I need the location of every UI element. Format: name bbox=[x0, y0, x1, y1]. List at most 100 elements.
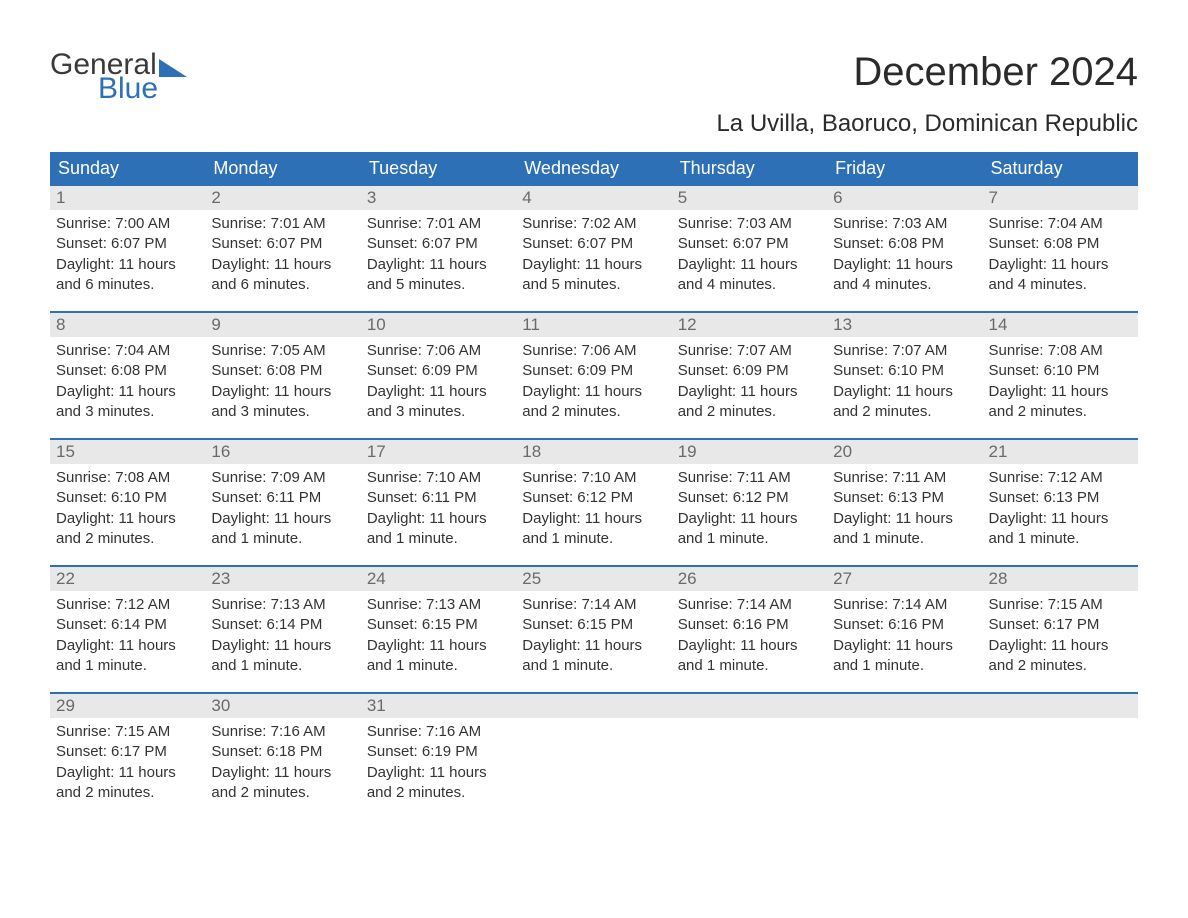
day-number bbox=[983, 694, 1138, 718]
sunset-line: Sunset: 6:14 PM bbox=[211, 615, 354, 635]
day-number bbox=[516, 694, 671, 718]
calendar: SundayMondayTuesdayWednesdayThursdayFrid… bbox=[50, 152, 1138, 805]
day-body: Sunrise: 7:06 AMSunset: 6:09 PMDaylight:… bbox=[516, 337, 671, 424]
day-number: 23 bbox=[205, 567, 360, 591]
sunrise-line: Sunrise: 7:12 AM bbox=[56, 595, 199, 615]
sunset-line: Sunset: 6:10 PM bbox=[833, 361, 976, 381]
sunset-line: Sunset: 6:15 PM bbox=[522, 615, 665, 635]
daylight-line: Daylight: 11 hours and 3 minutes. bbox=[367, 382, 510, 423]
day-number: 25 bbox=[516, 567, 671, 591]
daylight-line: Daylight: 11 hours and 6 minutes. bbox=[211, 255, 354, 296]
daylight-line: Daylight: 11 hours and 2 minutes. bbox=[678, 382, 821, 423]
day-body: Sunrise: 7:00 AMSunset: 6:07 PMDaylight:… bbox=[50, 210, 205, 297]
daylight-line: Daylight: 11 hours and 5 minutes. bbox=[522, 255, 665, 296]
day-body: Sunrise: 7:16 AMSunset: 6:18 PMDaylight:… bbox=[205, 718, 360, 805]
day-body: Sunrise: 7:12 AMSunset: 6:14 PMDaylight:… bbox=[50, 591, 205, 678]
calendar-week: 29Sunrise: 7:15 AMSunset: 6:17 PMDayligh… bbox=[50, 692, 1138, 805]
day-number: 10 bbox=[361, 313, 516, 337]
day-number: 14 bbox=[983, 313, 1138, 337]
weekday-cell: Saturday bbox=[983, 152, 1138, 186]
day-number: 28 bbox=[983, 567, 1138, 591]
day-number: 8 bbox=[50, 313, 205, 337]
day-body: Sunrise: 7:15 AMSunset: 6:17 PMDaylight:… bbox=[50, 718, 205, 805]
daylight-line: Daylight: 11 hours and 1 minute. bbox=[211, 636, 354, 677]
day-number: 22 bbox=[50, 567, 205, 591]
day-body: Sunrise: 7:08 AMSunset: 6:10 PMDaylight:… bbox=[50, 464, 205, 551]
calendar-day: 5Sunrise: 7:03 AMSunset: 6:07 PMDaylight… bbox=[672, 186, 827, 297]
sunrise-line: Sunrise: 7:06 AM bbox=[522, 341, 665, 361]
day-number: 2 bbox=[205, 186, 360, 210]
calendar-day: 15Sunrise: 7:08 AMSunset: 6:10 PMDayligh… bbox=[50, 440, 205, 551]
daylight-line: Daylight: 11 hours and 2 minutes. bbox=[56, 763, 199, 804]
day-number: 24 bbox=[361, 567, 516, 591]
sunset-line: Sunset: 6:07 PM bbox=[678, 234, 821, 254]
calendar-day: 1Sunrise: 7:00 AMSunset: 6:07 PMDaylight… bbox=[50, 186, 205, 297]
daylight-line: Daylight: 11 hours and 2 minutes. bbox=[211, 763, 354, 804]
day-body: Sunrise: 7:09 AMSunset: 6:11 PMDaylight:… bbox=[205, 464, 360, 551]
day-body: Sunrise: 7:13 AMSunset: 6:15 PMDaylight:… bbox=[361, 591, 516, 678]
calendar-week: 1Sunrise: 7:00 AMSunset: 6:07 PMDaylight… bbox=[50, 186, 1138, 297]
sunset-line: Sunset: 6:14 PM bbox=[56, 615, 199, 635]
sunrise-line: Sunrise: 7:14 AM bbox=[833, 595, 976, 615]
weekday-cell: Wednesday bbox=[516, 152, 671, 186]
daylight-line: Daylight: 11 hours and 1 minute. bbox=[211, 509, 354, 550]
calendar-day: 14Sunrise: 7:08 AMSunset: 6:10 PMDayligh… bbox=[983, 313, 1138, 424]
calendar-day: 25Sunrise: 7:14 AMSunset: 6:15 PMDayligh… bbox=[516, 567, 671, 678]
calendar-day: 19Sunrise: 7:11 AMSunset: 6:12 PMDayligh… bbox=[672, 440, 827, 551]
calendar-day: 7Sunrise: 7:04 AMSunset: 6:08 PMDaylight… bbox=[983, 186, 1138, 297]
day-body: Sunrise: 7:01 AMSunset: 6:07 PMDaylight:… bbox=[205, 210, 360, 297]
day-body: Sunrise: 7:07 AMSunset: 6:09 PMDaylight:… bbox=[672, 337, 827, 424]
day-number: 15 bbox=[50, 440, 205, 464]
sunrise-line: Sunrise: 7:08 AM bbox=[56, 468, 199, 488]
day-body: Sunrise: 7:12 AMSunset: 6:13 PMDaylight:… bbox=[983, 464, 1138, 551]
calendar-week: 8Sunrise: 7:04 AMSunset: 6:08 PMDaylight… bbox=[50, 311, 1138, 424]
weekday-cell: Sunday bbox=[50, 152, 205, 186]
day-number: 27 bbox=[827, 567, 982, 591]
sunrise-line: Sunrise: 7:16 AM bbox=[211, 722, 354, 742]
sunset-line: Sunset: 6:09 PM bbox=[678, 361, 821, 381]
calendar-day: 18Sunrise: 7:10 AMSunset: 6:12 PMDayligh… bbox=[516, 440, 671, 551]
daylight-line: Daylight: 11 hours and 6 minutes. bbox=[56, 255, 199, 296]
sunrise-line: Sunrise: 7:10 AM bbox=[367, 468, 510, 488]
day-body: Sunrise: 7:08 AMSunset: 6:10 PMDaylight:… bbox=[983, 337, 1138, 424]
calendar-day: 26Sunrise: 7:14 AMSunset: 6:16 PMDayligh… bbox=[672, 567, 827, 678]
sunset-line: Sunset: 6:13 PM bbox=[833, 488, 976, 508]
day-number: 5 bbox=[672, 186, 827, 210]
weekday-header-row: SundayMondayTuesdayWednesdayThursdayFrid… bbox=[50, 152, 1138, 186]
sunrise-line: Sunrise: 7:05 AM bbox=[211, 341, 354, 361]
sunrise-line: Sunrise: 7:16 AM bbox=[367, 722, 510, 742]
sunset-line: Sunset: 6:13 PM bbox=[989, 488, 1132, 508]
calendar-day: 12Sunrise: 7:07 AMSunset: 6:09 PMDayligh… bbox=[672, 313, 827, 424]
sunset-line: Sunset: 6:15 PM bbox=[367, 615, 510, 635]
daylight-line: Daylight: 11 hours and 2 minutes. bbox=[367, 763, 510, 804]
day-number: 12 bbox=[672, 313, 827, 337]
sunset-line: Sunset: 6:07 PM bbox=[522, 234, 665, 254]
sunset-line: Sunset: 6:08 PM bbox=[211, 361, 354, 381]
calendar-day: 9Sunrise: 7:05 AMSunset: 6:08 PMDaylight… bbox=[205, 313, 360, 424]
daylight-line: Daylight: 11 hours and 1 minute. bbox=[989, 509, 1132, 550]
day-number: 26 bbox=[672, 567, 827, 591]
sunrise-line: Sunrise: 7:15 AM bbox=[56, 722, 199, 742]
sunrise-line: Sunrise: 7:07 AM bbox=[833, 341, 976, 361]
daylight-line: Daylight: 11 hours and 4 minutes. bbox=[678, 255, 821, 296]
sunrise-line: Sunrise: 7:06 AM bbox=[367, 341, 510, 361]
daylight-line: Daylight: 11 hours and 1 minute. bbox=[367, 509, 510, 550]
daylight-line: Daylight: 11 hours and 1 minute. bbox=[678, 636, 821, 677]
sunset-line: Sunset: 6:16 PM bbox=[678, 615, 821, 635]
day-body: Sunrise: 7:04 AMSunset: 6:08 PMDaylight:… bbox=[50, 337, 205, 424]
sunset-line: Sunset: 6:18 PM bbox=[211, 742, 354, 762]
sunrise-line: Sunrise: 7:15 AM bbox=[989, 595, 1132, 615]
calendar-day: 8Sunrise: 7:04 AMSunset: 6:08 PMDaylight… bbox=[50, 313, 205, 424]
day-body: Sunrise: 7:06 AMSunset: 6:09 PMDaylight:… bbox=[361, 337, 516, 424]
calendar-day: 6Sunrise: 7:03 AMSunset: 6:08 PMDaylight… bbox=[827, 186, 982, 297]
calendar-week: 22Sunrise: 7:12 AMSunset: 6:14 PMDayligh… bbox=[50, 565, 1138, 678]
sunset-line: Sunset: 6:17 PM bbox=[56, 742, 199, 762]
sunset-line: Sunset: 6:12 PM bbox=[522, 488, 665, 508]
calendar-week: 15Sunrise: 7:08 AMSunset: 6:10 PMDayligh… bbox=[50, 438, 1138, 551]
sunrise-line: Sunrise: 7:08 AM bbox=[989, 341, 1132, 361]
calendar-day: 24Sunrise: 7:13 AMSunset: 6:15 PMDayligh… bbox=[361, 567, 516, 678]
calendar-day: 10Sunrise: 7:06 AMSunset: 6:09 PMDayligh… bbox=[361, 313, 516, 424]
day-number: 9 bbox=[205, 313, 360, 337]
sunrise-line: Sunrise: 7:03 AM bbox=[833, 214, 976, 234]
calendar-day bbox=[827, 694, 982, 805]
